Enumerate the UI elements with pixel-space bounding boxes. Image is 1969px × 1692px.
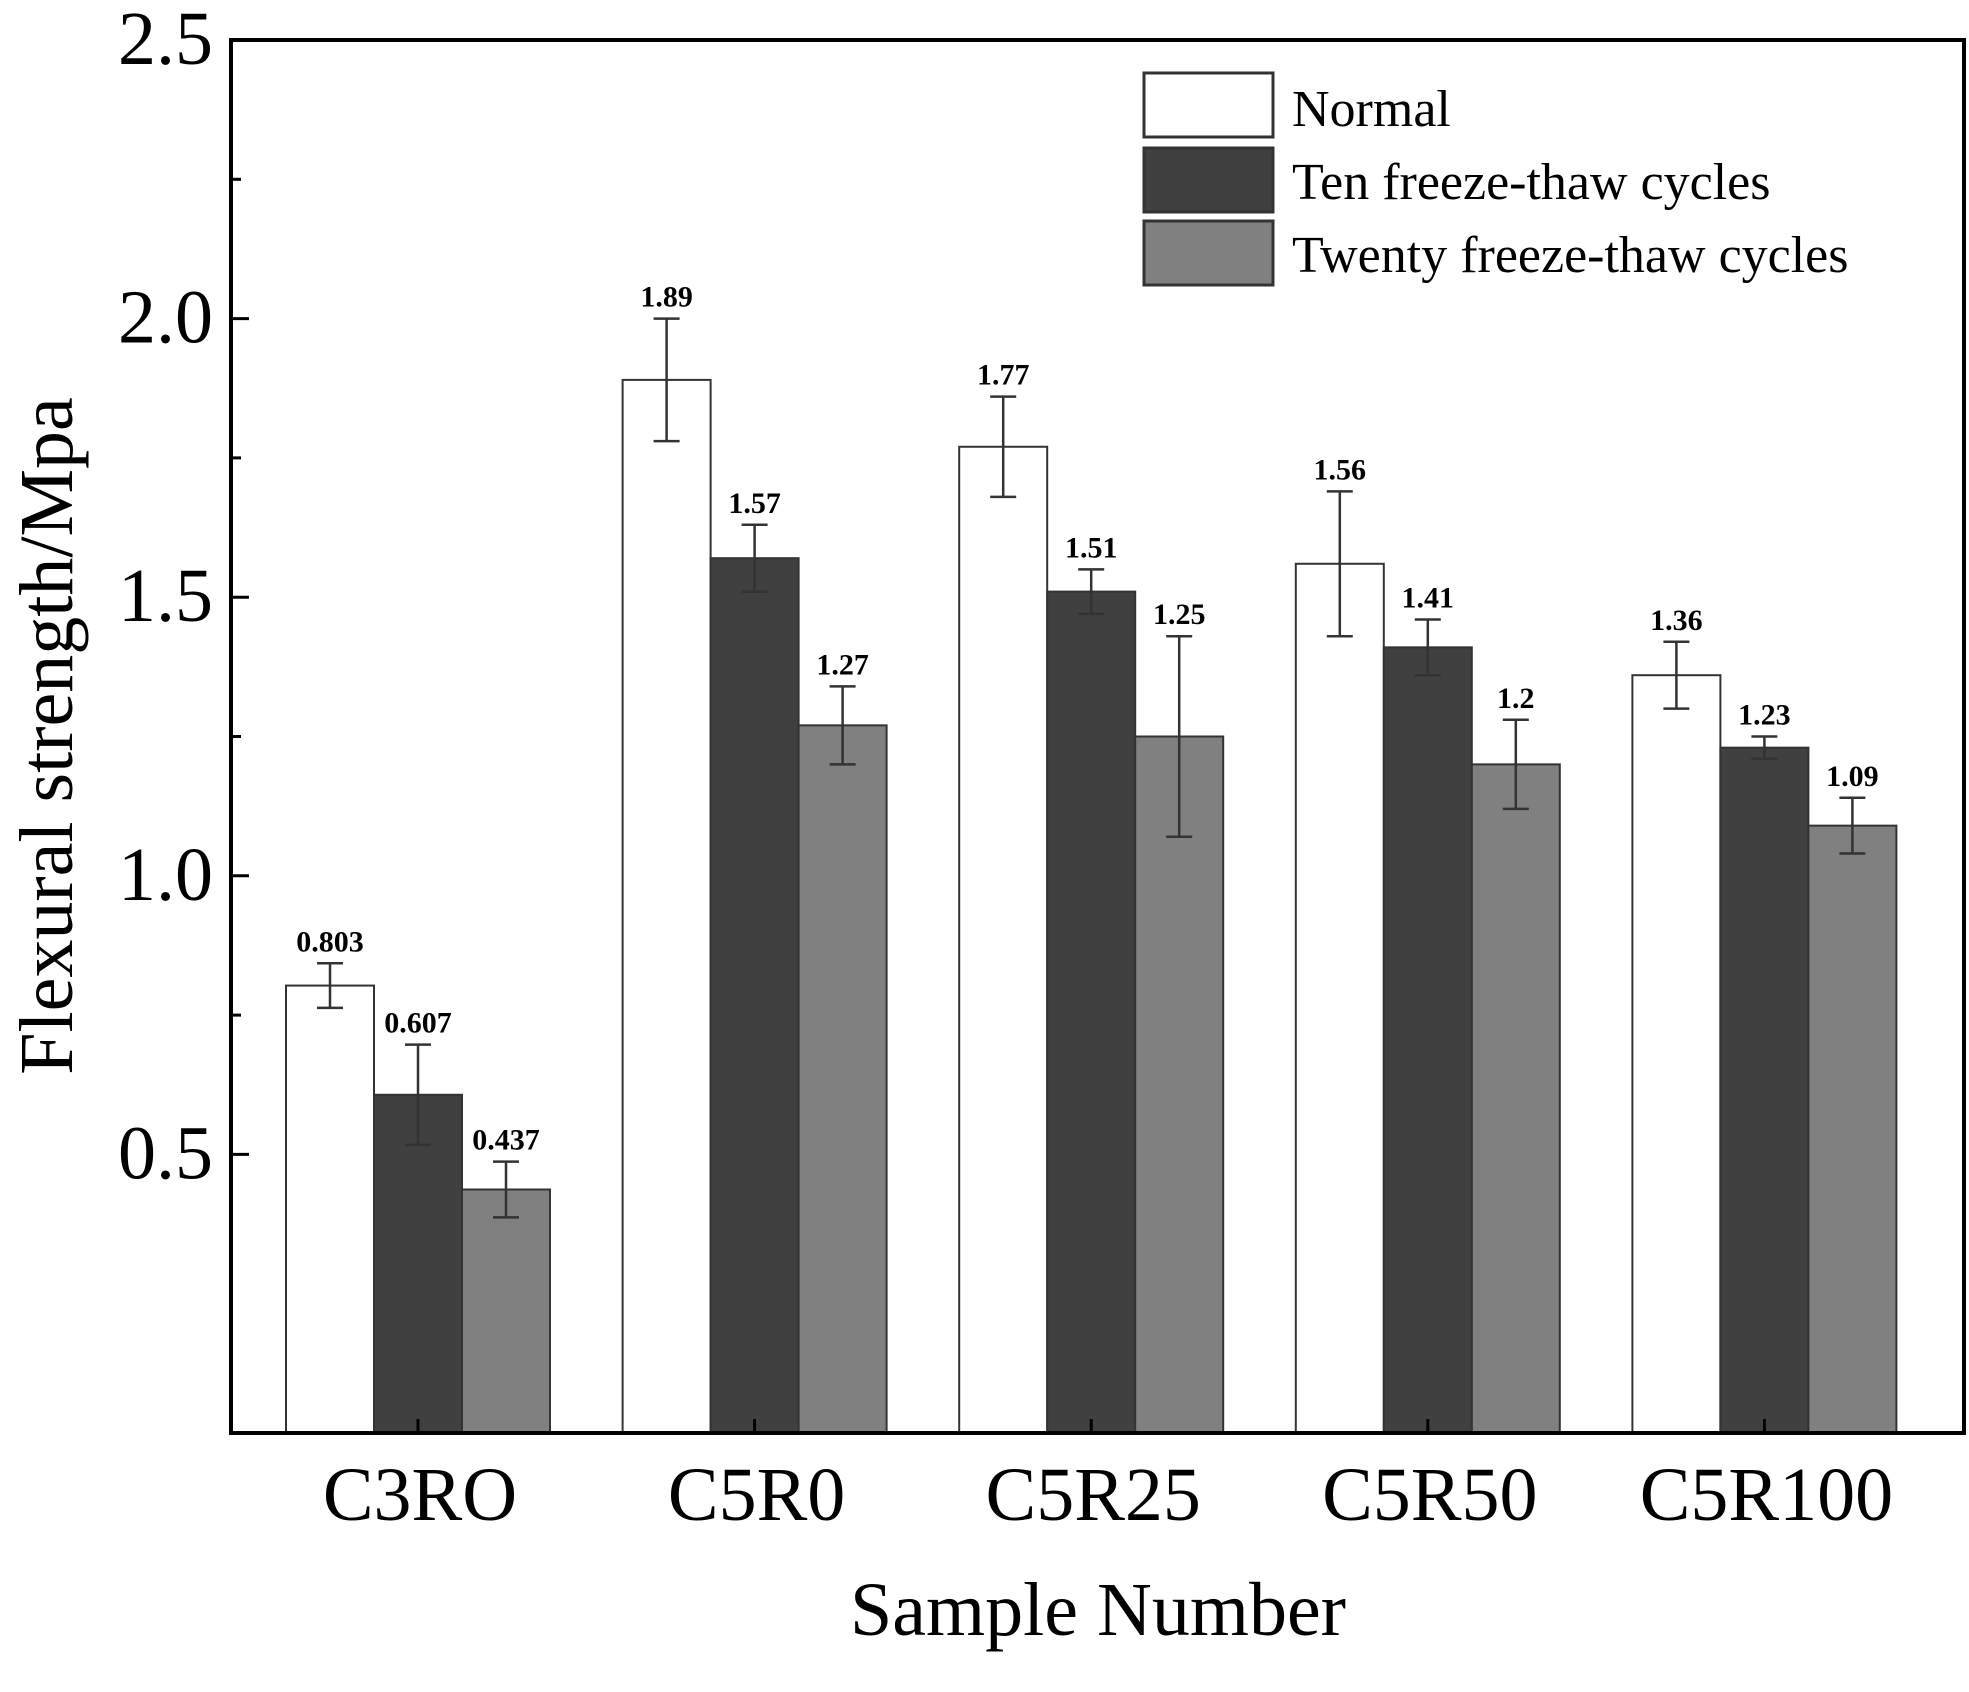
x-tick-label: C5R0	[668, 1453, 845, 1537]
legend-item-twenty-cycles: Twenty freeze-thaw cycles	[1142, 219, 1849, 287]
legend-label-ten-cycles: Ten freeze-thaw cycles	[1292, 154, 1771, 211]
bar	[958, 445, 1049, 1435]
legend-label-twenty-cycles: Twenty freeze-thaw cycles	[1292, 227, 1849, 284]
data-label: 1.36	[1650, 604, 1703, 637]
bar	[461, 1188, 551, 1434]
data-label: 1.51	[1065, 531, 1118, 564]
bar	[285, 984, 375, 1435]
bar	[1470, 763, 1561, 1434]
x-axis-title: Sample Number	[850, 1568, 1346, 1652]
bar	[1631, 674, 1722, 1434]
x-tick-label: C5R50	[1322, 1453, 1537, 1537]
bar	[1294, 562, 1385, 1434]
data-label: 1.89	[640, 281, 693, 314]
data-label: 1.41	[1402, 581, 1455, 614]
data-label: 0.607	[384, 1007, 452, 1040]
error-bars-layer	[317, 317, 1866, 1219]
data-label: 1.56	[1314, 453, 1367, 486]
x-axis: C3RO C5R0 C5R25 C5R50 C5R100	[323, 1419, 1893, 1537]
y-axis-title: Flexural strength/Mpa	[5, 397, 89, 1075]
data-label: 1.2	[1497, 682, 1535, 715]
legend-label-normal: Normal	[1292, 81, 1451, 138]
legend-swatch-twenty-cycles	[1142, 219, 1275, 287]
y-tick-label: 2.0	[118, 276, 213, 360]
bar	[709, 557, 800, 1434]
data-label: 1.27	[816, 648, 869, 681]
x-tick-label: C5R25	[986, 1453, 1201, 1537]
y-tick-label: 1.5	[118, 554, 213, 638]
bar	[797, 724, 888, 1434]
legend-item-ten-cycles: Ten freeze-thaw cycles	[1142, 146, 1771, 214]
bars-layer	[285, 378, 1898, 1435]
data-label: 0.803	[296, 925, 364, 958]
legend-swatch-ten-cycles	[1142, 146, 1275, 214]
data-label: 1.25	[1153, 598, 1206, 631]
bar	[1046, 590, 1137, 1434]
y-tick-label: 0.5	[118, 1111, 213, 1195]
bar	[1719, 746, 1810, 1434]
data-label: 1.09	[1826, 760, 1879, 793]
y-tick-label: 1.0	[118, 833, 213, 917]
data-label: 1.57	[728, 487, 781, 520]
legend-item-normal: Normal	[1142, 71, 1451, 139]
bar	[1382, 646, 1473, 1434]
data-labels-layer: 0.803 0.607 0.437 1.89 1.57 1.27 1.77 1.51 1.25 1…	[296, 281, 1878, 1157]
y-tick-label: 2.5	[118, 0, 213, 81]
bar	[1807, 824, 1898, 1434]
y-axis: 0.5 1.0 1.5 2.0 2.5	[118, 0, 249, 1195]
legend: Normal Ten freeze-thaw cycles Twenty fre…	[1142, 71, 1849, 287]
x-tick-label: C5R100	[1640, 1453, 1893, 1537]
legend-swatch-normal	[1142, 71, 1275, 139]
x-tick-label: C3RO	[323, 1453, 517, 1537]
bar	[621, 378, 712, 1435]
bar	[1134, 735, 1225, 1434]
data-label: 0.437	[472, 1124, 540, 1157]
data-label: 1.23	[1738, 699, 1791, 732]
data-label: 1.77	[977, 359, 1030, 392]
